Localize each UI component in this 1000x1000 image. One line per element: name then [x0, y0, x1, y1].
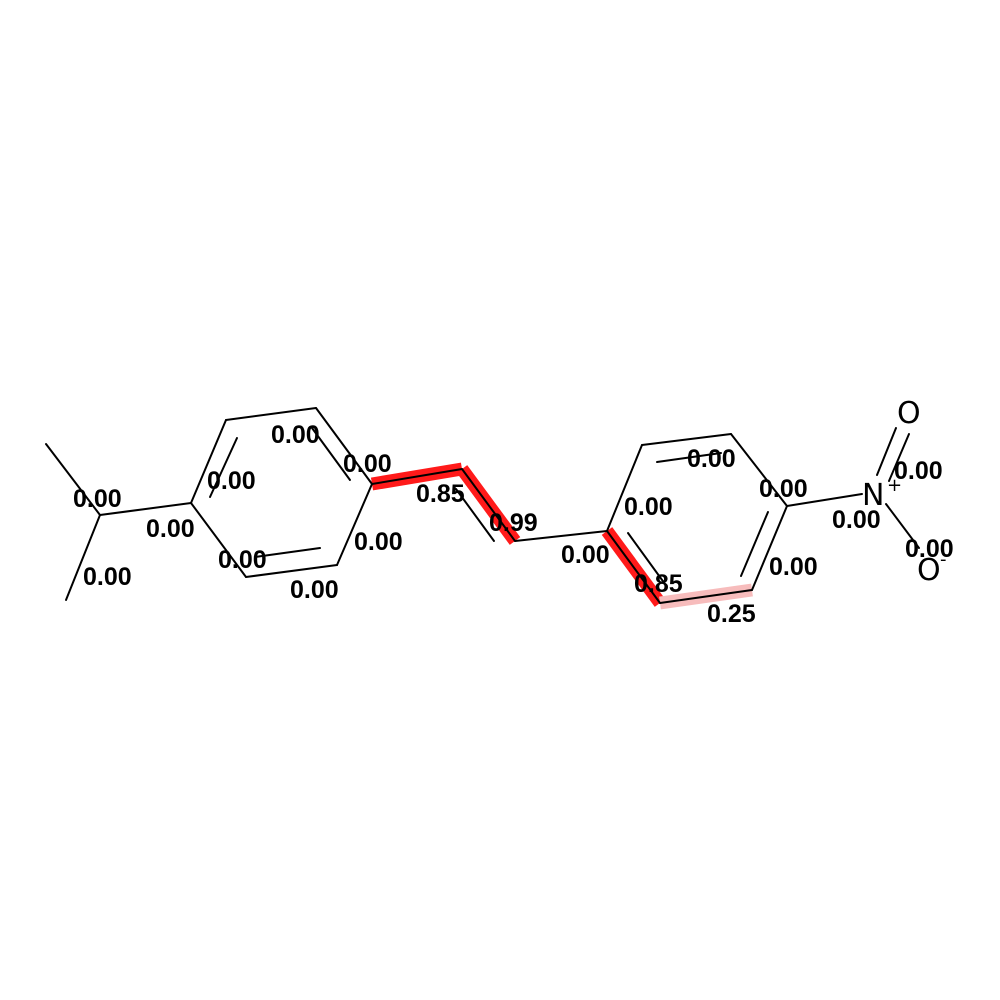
weight-label: 0.00	[894, 457, 943, 485]
weight-label: 0.00	[207, 467, 256, 495]
bond-ringB-4-inner	[740, 511, 769, 577]
nitrogen-charge: +	[887, 475, 902, 496]
bond-ringA-1-inner	[209, 437, 238, 498]
weight-label: 0.00	[905, 535, 954, 563]
bond-ringB-5	[659, 589, 753, 604]
weight-label: 0.00	[561, 541, 610, 569]
weight-label: 0.00	[759, 475, 808, 503]
bond-ringB-2	[641, 433, 732, 446]
oxygen-charge: -	[940, 549, 947, 570]
bond-vinyl-double	[461, 468, 516, 542]
bond-ringA-3	[315, 407, 373, 485]
oxygen-single-atom: O	[917, 553, 941, 588]
weight-label: 0.00	[624, 493, 673, 521]
weight-label: 0.00	[271, 421, 320, 449]
bond-vinyl-ringB	[514, 530, 608, 542]
bond-ringB-2-inner	[656, 452, 722, 463]
weight-label: 0.00	[83, 563, 132, 591]
weight-label: 0.00	[343, 450, 392, 478]
bond-ringA-4	[336, 483, 373, 566]
weight-label-layer: 0.00 0.00 0.00 0.00 0.00 0.00 0.00 0.00 …	[73, 421, 954, 628]
bond-ringA-2	[225, 407, 317, 421]
weight-label: 0.00	[73, 485, 122, 513]
weight-label: 0.00	[290, 576, 339, 604]
bond-layer	[45, 407, 920, 604]
bond-ringB-6	[606, 530, 661, 604]
nitrogen-atom: N	[862, 478, 884, 513]
bond-methyl-b	[65, 514, 101, 601]
bond-no-single	[885, 503, 920, 549]
weight-label: 0.00	[769, 553, 818, 581]
bond-methyl-a	[45, 443, 101, 516]
bond-ringB-3	[730, 433, 788, 507]
bond-nitro-link	[786, 493, 863, 507]
bond-ringB-6-inner	[627, 532, 666, 585]
weight-label: 0.00	[146, 515, 195, 543]
bond-no-double-a	[876, 427, 897, 476]
weight-label: 0.99	[489, 509, 538, 537]
atom-layer: N + O O -	[862, 396, 947, 588]
bond-ringB-4	[751, 505, 788, 591]
bond-no-double-b	[888, 433, 910, 482]
bond-ringA-5	[245, 564, 338, 578]
weight-label: 0.00	[354, 528, 403, 556]
bond-ringA-3-inner	[311, 427, 351, 481]
bond-ringA-6	[190, 502, 247, 578]
weight-label: 0.25	[707, 600, 756, 628]
weight-label: 0.00	[687, 445, 736, 473]
bond-ringA-1	[190, 419, 227, 504]
weight-label: 0.00	[218, 546, 267, 574]
weight-label: 0.00	[832, 506, 881, 534]
bond-vinyl-double-inner	[455, 488, 495, 542]
weight-label: 0.85	[634, 570, 683, 598]
bond-ringB-1	[606, 444, 643, 532]
weight-label: 0.85	[416, 480, 465, 508]
oxygen-double-atom: O	[897, 396, 921, 431]
bond-isopropyl-ring	[99, 502, 192, 516]
bond-vinyl-first	[371, 468, 463, 485]
bond-ringA-5-inner	[254, 547, 321, 558]
